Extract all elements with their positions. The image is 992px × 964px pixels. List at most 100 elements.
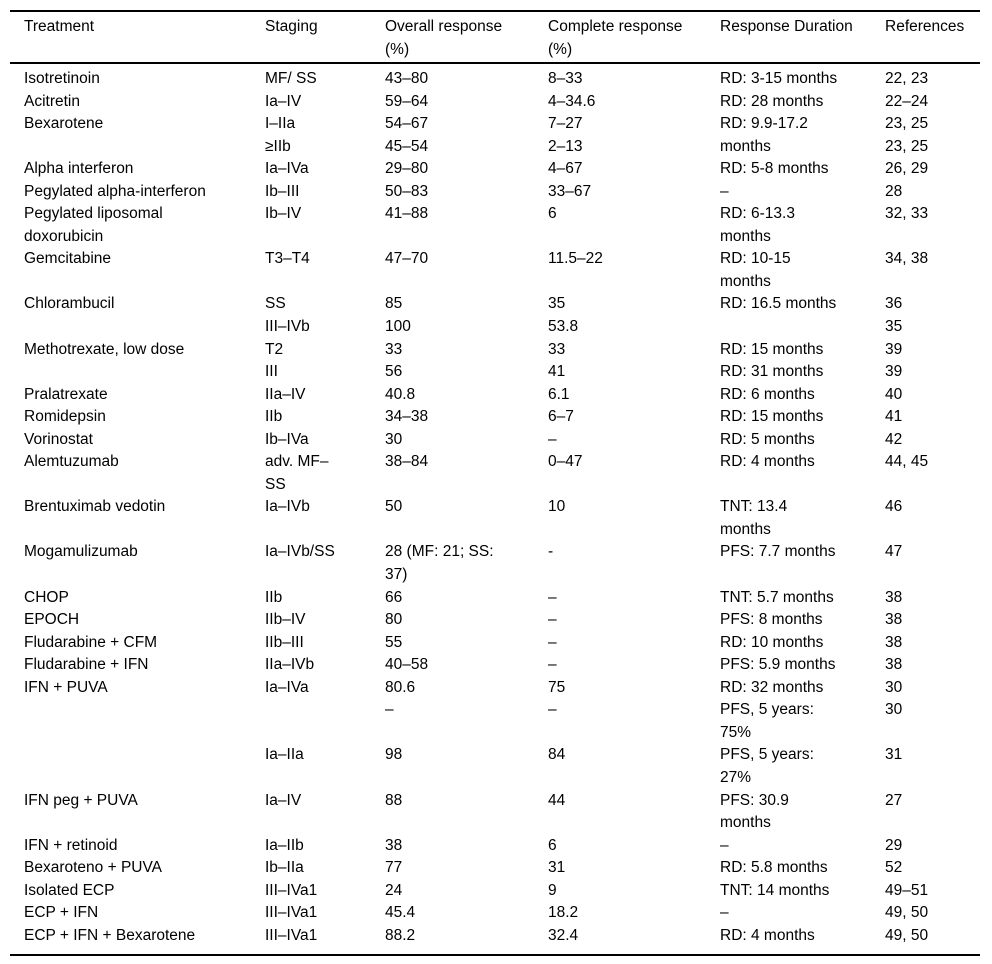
table-row: months <box>10 519 980 542</box>
table-cell <box>10 361 265 384</box>
table-row: Gemcitabine T3–T4 47–70 11.5–22 RD: 10-15 34,… <box>10 248 980 271</box>
table-cell: Ib–IIa <box>265 859 304 877</box>
table-cell: 8–33 <box>548 70 583 87</box>
table-cell: PFS, 5 years: <box>720 746 814 764</box>
table-cell: III–IVa1 <box>265 926 318 944</box>
table-cell: months <box>720 137 771 155</box>
table-cell <box>10 744 265 767</box>
table-cell: Fludarabine + IFN <box>24 656 149 674</box>
table-row: Mogamulizumab Ia–IVb/SS 28 (MF: 21; SS: - PF… <box>10 541 980 564</box>
table-cell: RD: 6 months <box>720 385 815 403</box>
table-cell: Ib–IVa <box>265 430 309 448</box>
table-cell: III–IVb <box>265 318 310 336</box>
table-row: Alpha interferon Ia–IVa 29–80 4–67 RD: 5-8 m… <box>10 158 980 181</box>
table-cell: IIb–III <box>265 633 304 651</box>
table-cell: 22–24 <box>885 92 929 110</box>
table-cell <box>10 519 265 542</box>
table-row: III–IVb 100 53.8 35 <box>10 316 980 339</box>
table-cell: 6–7 <box>548 408 574 426</box>
table-cell: 6 <box>548 836 557 854</box>
table-cell: 2–13 <box>548 137 583 155</box>
table-cell: 6.1 <box>548 385 570 403</box>
table-cell: Mogamulizumab <box>24 543 138 561</box>
table-cell <box>885 474 980 497</box>
table-row: Pegylated liposomal Ib–IV 41–88 6 RD: 6-13.3… <box>10 203 980 226</box>
table-cell: Isolated ECP <box>24 881 115 899</box>
table-cell: 31 <box>548 859 566 877</box>
table-cell: RD: 6-13.3 <box>720 205 795 223</box>
table-cell: 42 <box>885 430 903 448</box>
table-cell: months <box>720 227 771 245</box>
table-cell: 75 <box>548 678 566 696</box>
table-row: Pralatrexate IIa–IV 40.8 6.1 RD: 6 months 40 <box>10 384 980 407</box>
table-cell: RD: 4 months <box>720 926 815 944</box>
table-cell: 80.6 <box>385 678 416 696</box>
table-row: 27% <box>10 767 980 790</box>
table-cell: – <box>720 904 729 922</box>
table-cell: 6 <box>548 205 557 223</box>
table-cell: 85 <box>385 295 403 313</box>
table-cell: Ia–IVb/SS <box>265 543 335 561</box>
table-cell: 32, 33 <box>885 205 929 223</box>
table-row: Fludarabine + IFN IIa–IVb 40–58 – PFS: 5.9 m… <box>10 654 980 677</box>
table-row: IFN peg + PUVA Ia–IV 88 44 PFS: 30.9 27 <box>10 790 980 813</box>
table-cell: Ia–IVb <box>265 498 310 516</box>
table-cell: Alemtuzumab <box>24 453 119 471</box>
table-cell: 37) <box>385 566 408 584</box>
table-cell: RD: 15 months <box>720 408 824 426</box>
table-row: – – PFS, 5 years: 30 <box>10 699 980 722</box>
table-cell: 77 <box>385 859 403 877</box>
treatment-response-table: Treatment Staging Overall response (%) C… <box>10 10 980 957</box>
table-cell: 33 <box>548 340 566 358</box>
table-cell: 4–34.6 <box>548 92 596 110</box>
table-cell: IFN peg + PUVA <box>24 791 138 809</box>
table-row: Pegylated alpha-interferon Ib–III 50–83 33–… <box>10 181 980 204</box>
table-row: 75% <box>10 722 980 745</box>
table-row: Acitretin Ia–IV 59–64 4–34.6 RD: 28 months 22… <box>10 91 980 114</box>
table-cell: 44, 45 <box>885 453 929 471</box>
table-cell: 39 <box>885 363 903 381</box>
table-cell <box>548 519 720 542</box>
table-cell: adv. MF– <box>265 453 329 471</box>
table-cell: 18.2 <box>548 904 579 922</box>
table-cell: 84 <box>548 746 566 764</box>
table-cell: Gemcitabine <box>24 250 112 268</box>
table-row: Fludarabine + CFM IIb–III 55 – RD: 10 months… <box>10 632 980 655</box>
table-cell: – <box>385 701 394 719</box>
table-cell: RD: 5 months <box>720 430 815 448</box>
table-cell: 45–54 <box>385 137 429 155</box>
table-cell: 24 <box>385 881 403 899</box>
table-cell: ECP + IFN <box>24 904 99 922</box>
table-cell: Pralatrexate <box>24 385 108 403</box>
table-cell: I–IIa <box>265 115 296 133</box>
table-cell <box>885 519 980 542</box>
table-cell: PFS, 5 years: <box>720 701 814 719</box>
table-cell: RD: 9.9-17.2 <box>720 115 808 133</box>
table-cell: 30 <box>885 678 903 696</box>
table-cell: III <box>265 363 278 381</box>
table-cell: 41–88 <box>385 205 429 223</box>
table-cell <box>10 812 265 835</box>
table-cell: – <box>548 633 557 651</box>
table-cell: 38 <box>885 633 903 651</box>
table-cell <box>548 226 720 249</box>
table-cell: months <box>720 520 771 538</box>
table-cell: 36 <box>885 295 903 313</box>
table-row: ≥IIb 45–54 2–13 months 23, 25 <box>10 136 980 159</box>
table-cell: 49–51 <box>885 881 929 899</box>
table-cell <box>10 316 265 339</box>
table-cell: Ia–IVa <box>265 678 309 696</box>
table-cell: TNT: 5.7 months <box>720 588 834 606</box>
table-cell <box>548 767 720 790</box>
table-cell <box>10 564 265 587</box>
col-header-treatment: Treatment <box>10 11 265 64</box>
table-cell: 40 <box>885 385 903 403</box>
table-cell: MF/ SS <box>265 70 317 87</box>
table-cell: 34–38 <box>385 408 429 426</box>
table-cell: 38 <box>885 611 903 629</box>
table-cell: 30 <box>885 701 903 719</box>
table-cell: 88 <box>385 791 403 809</box>
table-cell: RD: 3-15 months <box>720 70 838 87</box>
table-cell: 47 <box>885 543 903 561</box>
table-cell <box>385 812 548 835</box>
